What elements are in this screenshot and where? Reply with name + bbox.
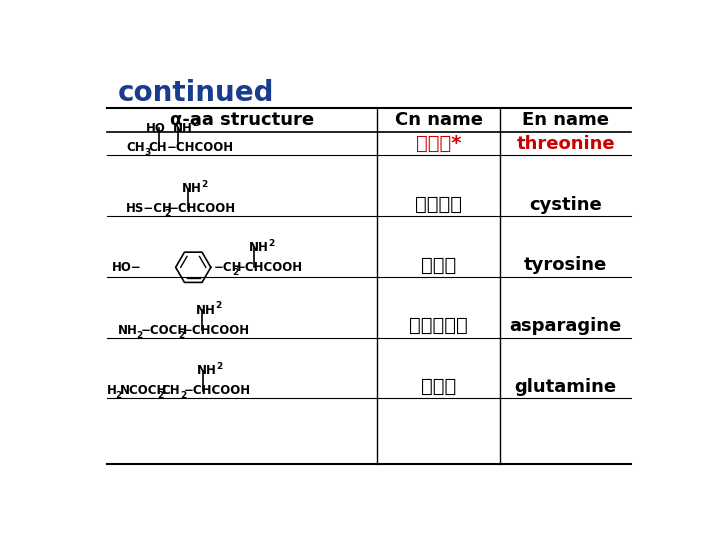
Text: 2: 2 <box>136 330 143 340</box>
Text: −CHCOOH: −CHCOOH <box>184 384 251 397</box>
Text: asparagine: asparagine <box>510 317 622 335</box>
Text: −CHCOOH: −CHCOOH <box>167 141 234 154</box>
Text: 2: 2 <box>217 362 223 371</box>
Text: cystine: cystine <box>529 195 602 213</box>
Text: NCOCH: NCOCH <box>120 384 167 397</box>
Text: α-aa structure: α-aa structure <box>170 111 314 129</box>
Text: NH: NH <box>197 364 217 377</box>
Text: −CHCOOH: −CHCOOH <box>168 202 236 215</box>
Text: 2: 2 <box>202 180 208 189</box>
Text: HO: HO <box>146 122 166 134</box>
Text: −CHCOOH: −CHCOOH <box>183 323 250 336</box>
Text: CH: CH <box>148 141 167 154</box>
Text: continued: continued <box>118 79 274 107</box>
Text: NH: NH <box>196 303 216 316</box>
Text: 2: 2 <box>180 392 186 400</box>
Text: threonine: threonine <box>516 135 615 153</box>
Text: −CHCOOH: −CHCOOH <box>236 261 303 274</box>
Text: 2: 2 <box>164 209 171 218</box>
Text: HS−CH: HS−CH <box>126 202 173 215</box>
Text: 2: 2 <box>178 330 184 340</box>
Text: NH: NH <box>248 241 269 254</box>
Text: tyrosine: tyrosine <box>524 256 607 274</box>
Text: 3: 3 <box>145 148 151 158</box>
Text: H: H <box>107 384 117 397</box>
Text: 2: 2 <box>192 119 199 129</box>
Text: Cn name: Cn name <box>395 111 482 129</box>
Text: NH: NH <box>182 182 202 195</box>
Text: glutamine: glutamine <box>515 377 617 396</box>
Text: 苏氨酸*: 苏氨酸* <box>416 134 462 153</box>
Text: En name: En name <box>522 111 609 129</box>
Text: 谷酰胺: 谷酰胺 <box>421 377 456 396</box>
Text: CH: CH <box>126 141 145 154</box>
Text: 2: 2 <box>269 239 274 248</box>
Text: 酪氨酸: 酪氨酸 <box>421 256 456 275</box>
Text: HO−: HO− <box>112 261 142 274</box>
Text: 2: 2 <box>215 301 222 310</box>
Text: NH: NH <box>118 323 138 336</box>
Text: NH: NH <box>173 122 192 134</box>
Text: 半胱氨酸: 半胱氨酸 <box>415 195 462 214</box>
Text: −COCH: −COCH <box>141 323 188 336</box>
Text: −CH: −CH <box>214 261 242 274</box>
Text: 2: 2 <box>157 392 163 400</box>
Text: 天门冬酰胺: 天门冬酰胺 <box>410 316 468 335</box>
Text: 2: 2 <box>232 268 238 277</box>
Text: 2: 2 <box>116 392 122 400</box>
Text: CH: CH <box>161 384 180 397</box>
